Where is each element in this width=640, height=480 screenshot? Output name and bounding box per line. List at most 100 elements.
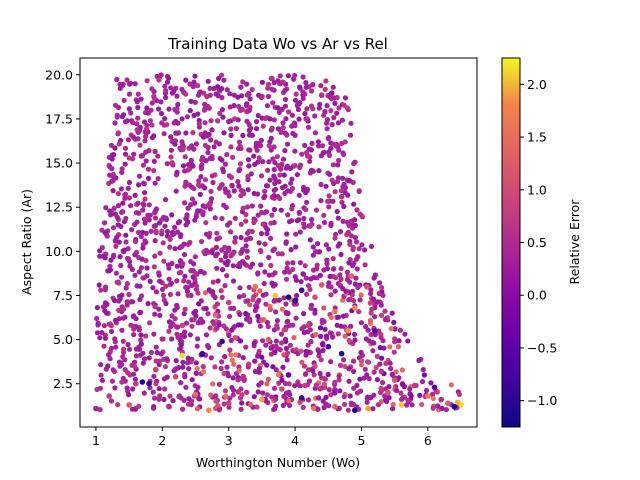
scatter-point <box>281 172 287 178</box>
scatter-point <box>97 407 103 413</box>
scatter-point <box>282 183 288 189</box>
scatter-point <box>139 379 146 385</box>
scatter-point <box>175 130 182 136</box>
scatter-point <box>335 215 341 221</box>
scatter-point <box>195 83 201 89</box>
scatter-point <box>215 278 221 284</box>
y-tick-label: 10.0 <box>45 244 73 259</box>
scatter-point <box>139 256 145 262</box>
scatter-point <box>126 106 132 112</box>
scatter-point <box>378 331 384 338</box>
scatter-point <box>266 143 272 149</box>
scatter-point <box>245 187 251 193</box>
scatter-point <box>371 369 377 375</box>
scatter-point <box>142 190 148 196</box>
scatter-point <box>307 223 313 229</box>
scatter-point <box>240 79 246 85</box>
scatter-point <box>365 405 371 412</box>
scatter-point <box>439 405 445 411</box>
scatter-point <box>207 200 213 206</box>
scatter-point <box>265 376 271 382</box>
scatter-point <box>263 224 269 230</box>
scatter-point <box>261 280 267 287</box>
scatter-point <box>324 117 331 123</box>
scatter-point <box>179 86 185 92</box>
scatter-point <box>180 163 187 169</box>
scatter-point <box>315 241 321 247</box>
scatter-point <box>335 120 341 126</box>
scatter-point <box>323 401 329 407</box>
scatter-point <box>146 217 152 223</box>
scatter-point <box>252 283 259 290</box>
scatter-point <box>199 238 205 245</box>
scatter-point <box>108 398 114 404</box>
scatter-point <box>295 106 301 113</box>
scatter-point <box>397 327 403 333</box>
scatter-point <box>146 202 152 208</box>
scatter-point <box>237 338 244 344</box>
x-axis-label: Worthington Number (Wo) <box>196 455 360 470</box>
scatter-point <box>193 360 199 366</box>
scatter-point <box>159 286 166 292</box>
scatter-point <box>107 356 113 362</box>
scatter-point <box>164 79 171 85</box>
scatter-point <box>246 163 252 169</box>
scatter-point <box>257 323 263 329</box>
scatter-point <box>169 336 175 342</box>
scatter-point <box>141 356 148 362</box>
scatter-point <box>232 116 238 122</box>
scatter-point <box>346 177 352 184</box>
scatter-point <box>333 275 339 281</box>
scatter-point <box>164 161 170 167</box>
scatter-point <box>215 118 221 124</box>
scatter-point <box>158 72 164 78</box>
scatter-point <box>231 305 237 311</box>
scatter-point <box>258 262 264 268</box>
scatter-point <box>245 108 252 114</box>
scatter-point <box>352 407 358 414</box>
scatter-point <box>168 280 174 286</box>
scatter-point <box>310 368 316 374</box>
scatter-point <box>270 100 276 106</box>
scatter-point <box>161 376 168 382</box>
scatter-point <box>107 208 113 214</box>
scatter-point <box>277 73 283 79</box>
scatter-point <box>285 260 291 266</box>
scatter-point <box>256 297 262 303</box>
scatter-point <box>146 148 152 154</box>
scatter-point <box>322 109 328 115</box>
scatter-point <box>211 144 217 150</box>
scatter-point <box>175 120 181 126</box>
scatter-point <box>313 249 319 255</box>
scatter-point <box>310 405 317 411</box>
scatter-point <box>231 324 238 330</box>
scatter-point <box>142 220 148 226</box>
x-tick-label: 2 <box>158 433 166 448</box>
scatter-point <box>153 228 159 234</box>
scatter-point <box>164 122 170 128</box>
scatter-point <box>183 130 189 136</box>
scatter-point <box>268 262 274 268</box>
scatter-point <box>212 312 219 318</box>
scatter-point <box>137 124 143 130</box>
scatter-point <box>233 352 239 358</box>
scatter-point <box>113 270 119 276</box>
scatter-point <box>238 406 244 412</box>
scatter-point <box>99 330 105 336</box>
scatter-point <box>171 88 177 94</box>
scatter-point <box>122 151 129 157</box>
scatter-point <box>321 305 327 311</box>
scatter-point <box>126 81 133 87</box>
scatter-point <box>132 363 138 369</box>
scatter-point <box>331 180 337 187</box>
scatter-point <box>129 118 135 124</box>
scatter-point <box>380 338 386 344</box>
scatter-point <box>120 338 126 344</box>
scatter-point <box>247 401 254 408</box>
scatter-point <box>184 288 190 294</box>
scatter-point <box>289 206 295 212</box>
scatter-point <box>245 361 252 368</box>
scatter-point <box>119 82 126 89</box>
scatter-point <box>206 234 212 240</box>
scatter-point <box>285 294 292 301</box>
